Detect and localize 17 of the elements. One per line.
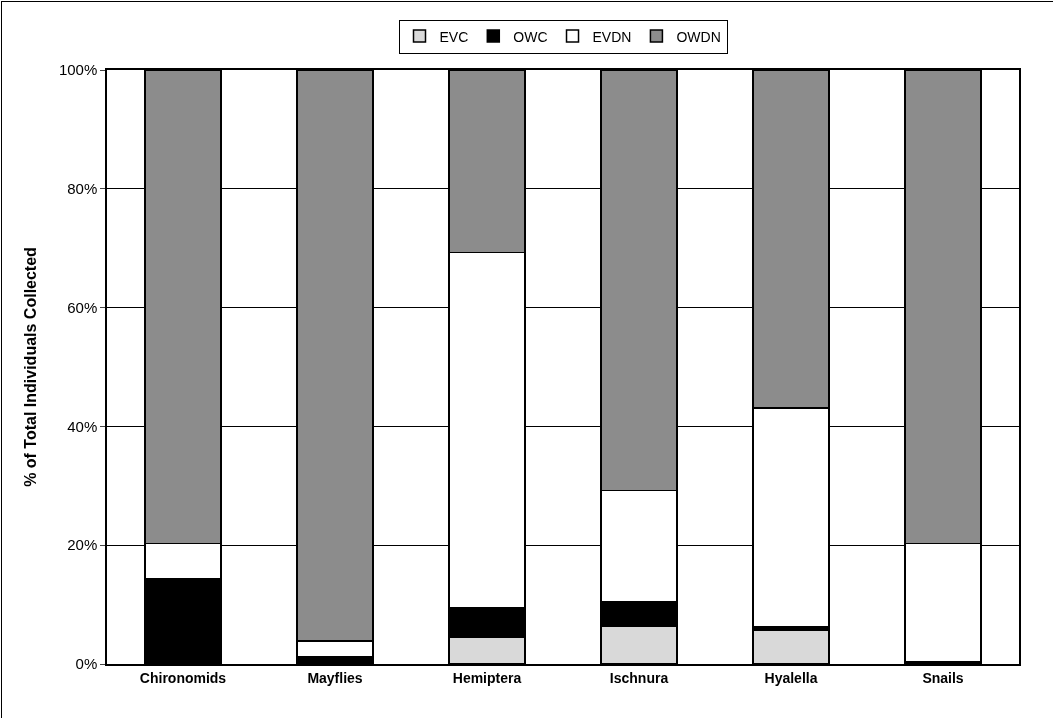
y-tick-label: 100%: [58, 61, 98, 79]
y-tick-label: 60%: [67, 298, 98, 316]
x-tick-label: Snails: [922, 669, 964, 686]
x-tick-label: Chironomids: [139, 669, 227, 686]
legend-label: EVC: [439, 28, 469, 45]
y-tick-label: 80%: [67, 180, 98, 198]
legend-label: OWDN: [676, 28, 721, 45]
y-tick-label: 40%: [67, 417, 98, 435]
y-tick-label: 20%: [67, 536, 98, 554]
x-tick-label: Hyalella: [764, 669, 818, 686]
legend-label: EVDN: [592, 28, 632, 45]
x-tick-label: Ischnura: [609, 669, 669, 686]
y-tick-label: 0%: [75, 655, 98, 673]
legend-label: OWC: [513, 28, 548, 45]
x-tick-label: Hemiptera: [452, 669, 522, 686]
x-tick-label: Mayflies: [307, 669, 363, 686]
y-axis-title: % of Total Individuals Collected: [22, 247, 40, 487]
